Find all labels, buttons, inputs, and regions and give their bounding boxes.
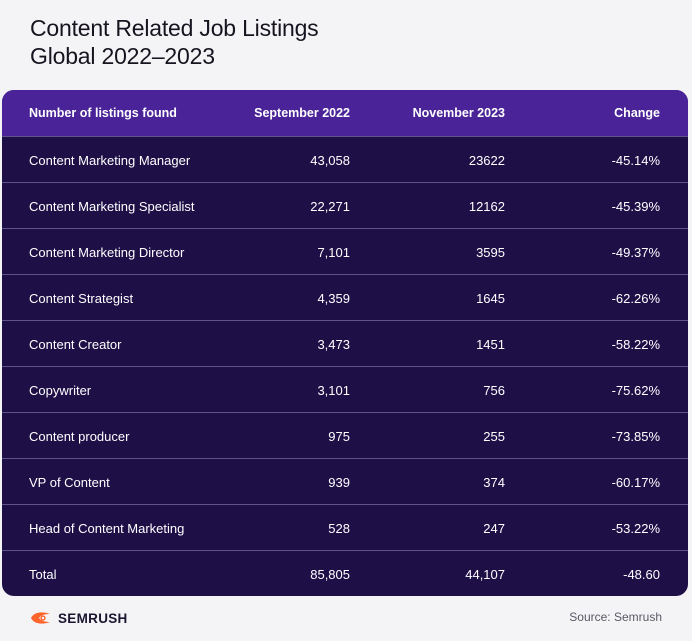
job-title-cell: Copywriter (29, 383, 92, 398)
job-title-cell: Content producer (29, 429, 130, 444)
listings-table: Number of listings found September 2022 … (2, 90, 688, 596)
nov-2023-cell: 247 (483, 521, 505, 536)
nov-2023-cell: 255 (483, 429, 505, 444)
job-title-cell: Content Creator (29, 337, 122, 352)
table-row: Content Strategist 4,359 1645 -62.26% (2, 274, 688, 320)
table-row: Head of Content Marketing 528 247 -53.22% (2, 504, 688, 550)
change-cell: -60.17% (611, 475, 660, 490)
job-title-cell: VP of Content (29, 475, 110, 490)
job-title-cell: Head of Content Marketing (29, 521, 185, 536)
sep-2022-cell: 975 (328, 429, 350, 444)
nov-2023-cell: 3595 (476, 245, 505, 260)
header-sep-2022: September 2022 (254, 106, 350, 120)
header-nov-2023: November 2023 (412, 106, 505, 120)
sep-2022-cell: 3,101 (317, 383, 350, 398)
change-cell: -62.26% (611, 291, 660, 306)
job-title-cell: Content Marketing Manager (29, 153, 191, 168)
table-row: Content producer 975 255 -73.85% (2, 412, 688, 458)
nov-2023-cell: 1451 (476, 337, 505, 352)
table-row: Content Creator 3,473 1451 -58.22% (2, 320, 688, 366)
header-change: Change (614, 106, 660, 120)
change-cell: -73.85% (611, 429, 660, 444)
sep-2022-cell: 939 (328, 475, 350, 490)
sep-2022-cell: 3,473 (317, 337, 350, 352)
sep-2022-cell: 22,271 (310, 199, 350, 214)
job-title-cell: Content Marketing Director (29, 245, 185, 260)
change-cell: -45.39% (611, 199, 660, 214)
sep-2022-cell: 85,805 (310, 567, 350, 582)
source-note: Source: Semrush (569, 610, 662, 624)
job-title-cell: Total (29, 567, 57, 582)
title-line-2: Global 2022–2023 (30, 43, 215, 69)
change-cell: -58.22% (611, 337, 660, 352)
chart-title: Content Related Job Listings Global 2022… (30, 14, 319, 70)
sep-2022-cell: 7,101 (317, 245, 350, 260)
table-row: Total 85,805 44,107 -48.60 (2, 550, 688, 596)
nov-2023-cell: 374 (483, 475, 505, 490)
nov-2023-cell: 12162 (468, 199, 505, 214)
nov-2023-cell: 23622 (468, 153, 505, 168)
nov-2023-cell: 1645 (476, 291, 505, 306)
change-cell: -75.62% (611, 383, 660, 398)
table-row: Content Marketing Director 7,101 3595 -49.3… (2, 228, 688, 274)
sep-2022-cell: 4,359 (317, 291, 350, 306)
table-row: Content Marketing Specialist 22,271 12162 -… (2, 182, 688, 228)
table-row: Content Marketing Manager 43,058 23622 -45.… (2, 136, 688, 182)
job-title-cell: Content Strategist (29, 291, 134, 306)
semrush-logo: SEMRUSH (30, 608, 128, 628)
change-cell: -48.60 (623, 567, 660, 582)
semrush-flame-icon (31, 612, 50, 624)
logo-text: SEMRUSH (58, 610, 128, 626)
table-header: Number of listings found September 2022 … (2, 90, 688, 136)
change-cell: -49.37% (611, 245, 660, 260)
title-line-1: Content Related Job Listings (30, 15, 319, 41)
job-title-cell: Content Marketing Specialist (29, 199, 195, 214)
sep-2022-cell: 528 (328, 521, 350, 536)
sep-2022-cell: 43,058 (310, 153, 350, 168)
table-row: VP of Content 939 374 -60.17% (2, 458, 688, 504)
table-row: Copywriter 3,101 756 -75.62% (2, 366, 688, 412)
header-job-title: Number of listings found (29, 106, 177, 120)
change-cell: -45.14% (611, 153, 660, 168)
nov-2023-cell: 44,107 (465, 567, 505, 582)
nov-2023-cell: 756 (483, 383, 505, 398)
change-cell: -53.22% (611, 521, 660, 536)
